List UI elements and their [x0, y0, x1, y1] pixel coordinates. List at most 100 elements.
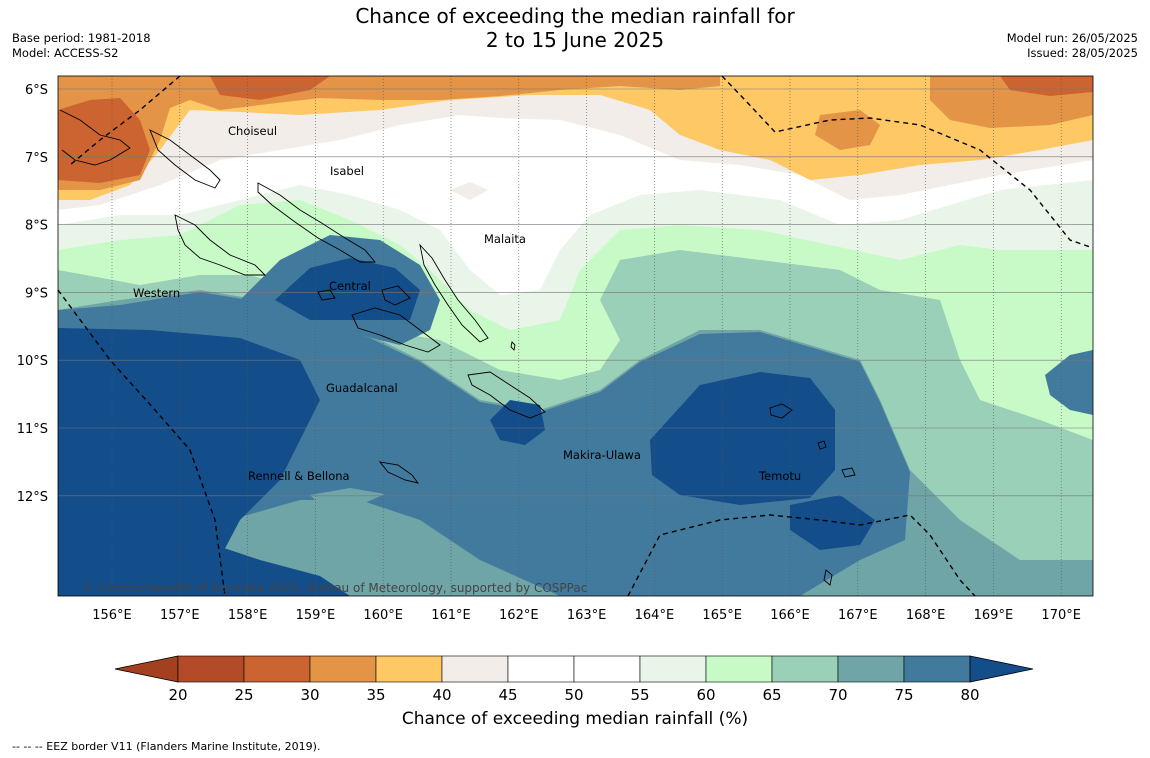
contour-75-80-east	[1045, 350, 1093, 415]
meta-left: Base period: 1981-2018 Model: ACCESS-S2	[12, 31, 151, 61]
colorbar-cell	[903, 655, 971, 683]
colorbar-cell	[507, 655, 575, 683]
latitude-gridlines	[58, 88, 1093, 497]
eez-legend-note: -- -- -- EEZ border V11 (Flanders Marine…	[12, 740, 321, 753]
colorbar-tick-label: 45	[498, 686, 517, 704]
ontong-islet	[510, 341, 516, 351]
contour-80-plus-guadalcanal	[490, 400, 545, 445]
isabel-outline	[257, 182, 376, 263]
lon-tick-label: 161°E	[431, 608, 471, 623]
title-line-1: Chance of exceeding the median rainfall …	[355, 4, 795, 28]
colorbar-tick-label: 60	[696, 686, 715, 704]
label-western: Western	[133, 286, 180, 300]
colorbar-tick-label: 30	[300, 686, 319, 704]
new-georgia-outline	[174, 214, 267, 276]
lon-tick-label: 156°E	[92, 608, 132, 623]
lat-tick-label: 12°S	[17, 490, 48, 505]
lat-tick-label: 8°S	[25, 219, 48, 234]
lon-tick-label: 166°E	[770, 608, 810, 623]
lon-tick-label: 169°E	[974, 608, 1014, 623]
colorbar-tick-label: 40	[432, 686, 451, 704]
colorbar-arrow-low	[114, 655, 179, 683]
lon-tick-label: 164°E	[635, 608, 675, 623]
guadalcanal-outline	[351, 307, 441, 353]
contour-25-30-north	[210, 76, 330, 100]
label-rennell-bellona: Rennell & Bellona	[248, 469, 350, 483]
lon-tick-label: 165°E	[702, 608, 742, 623]
label-guadalcanal: Guadalcanal	[326, 381, 398, 395]
colorbar-tick-label: 50	[564, 686, 583, 704]
lat-tick-label: 7°S	[25, 151, 48, 166]
colorbar-cell	[177, 655, 245, 683]
santa-cruz-outline	[769, 403, 793, 419]
nggela-outline	[381, 285, 411, 306]
makira-outline	[467, 371, 546, 419]
map-frame	[57, 75, 1094, 597]
colorbar-cell	[243, 655, 311, 683]
colorbar-tick-label: 80	[960, 686, 979, 704]
base-period: Base period: 1981-2018	[12, 31, 151, 45]
contour-30-35	[58, 76, 720, 190]
colorbar-cell	[771, 655, 839, 683]
contour-35-40	[58, 76, 1093, 200]
temotu-islet-1	[841, 467, 856, 478]
colorbar-tick-label: 20	[168, 686, 187, 704]
colorbar-title: Chance of exceeding median rainfall (%)	[401, 709, 749, 729]
eez-border	[57, 75, 1094, 597]
label-central: Central	[329, 279, 371, 293]
meta-right: Model run: 26/05/2025 Issued: 28/05/2025	[1007, 31, 1138, 61]
contour-25-30-ne	[1000, 76, 1093, 96]
eez-border-west	[57, 289, 226, 597]
map-title: Chance of exceeding the median rainfall …	[0, 4, 1150, 52]
rainfall-contours	[58, 76, 1093, 596]
lon-tick-label: 158°E	[228, 608, 268, 623]
colorbar-tick-label: 35	[366, 686, 385, 704]
lon-tick-label: 167°E	[838, 608, 878, 623]
contour-80-plus-west	[58, 328, 320, 596]
model-name: Model: ACCESS-S2	[12, 46, 119, 60]
colorbar-tick-label: 25	[234, 686, 253, 704]
colorbar-tick-label: 55	[630, 686, 649, 704]
rennell-outline	[378, 461, 420, 484]
lat-tick-label: 9°S	[25, 286, 48, 301]
contour-80-plus-bottom	[200, 540, 350, 596]
lat-tick-label: 11°S	[17, 422, 48, 437]
lon-tick-label: 162°E	[499, 608, 539, 623]
temotu-islet-2	[817, 440, 827, 450]
contour-patch-rennell	[310, 488, 385, 505]
lon-tick-label: 168°E	[906, 608, 946, 623]
label-malaita: Malaita	[484, 232, 526, 246]
colorbar-tick-label: 65	[762, 686, 781, 704]
colorbar-cell	[309, 655, 377, 683]
lon-tick-label: 157°E	[160, 608, 200, 623]
lat-tick-label: 6°S	[25, 83, 48, 98]
colorbar: 20 25 30 35 40 45 50 55 60 65 70 75 80	[114, 655, 1034, 704]
contour-30-35-patch	[815, 110, 880, 150]
contour-80-plus-se	[790, 495, 875, 550]
eez-border-south	[627, 514, 976, 597]
map-figure: Choiseul Isabel Malaita Western Central …	[17, 75, 1094, 623]
label-makira-ulawa: Makira-Ulawa	[563, 448, 641, 462]
model-run: Model run: 26/05/2025	[1006, 31, 1138, 45]
colorbar-cell	[573, 655, 641, 683]
copyright-credit: © Commonwealth of Australia 2025, Bureau…	[82, 581, 587, 595]
island-outlines	[59, 109, 856, 586]
eez-border-north	[721, 75, 1094, 249]
issued-date: Issued: 28/05/2025	[1027, 46, 1138, 60]
temotu-islet-3	[823, 569, 833, 586]
lon-tick-label: 163°E	[567, 608, 607, 623]
colorbar-arrow-high	[969, 655, 1034, 683]
malaita-outline	[419, 243, 489, 343]
contour-patch-isabel	[450, 182, 488, 200]
bougainville-outline	[59, 109, 131, 166]
contour-80-plus-central	[275, 258, 420, 320]
colorbar-cell	[441, 655, 509, 683]
russell-outline	[317, 289, 336, 301]
colorbar-cell	[639, 655, 707, 683]
lon-tick-label: 170°E	[1041, 608, 1081, 623]
colorbar-cell	[375, 655, 443, 683]
choiseul-outline	[149, 129, 221, 189]
colorbar-cell	[705, 655, 773, 683]
label-temotu: Temotu	[758, 469, 801, 483]
title-line-2: 2 to 15 June 2025	[485, 28, 665, 52]
